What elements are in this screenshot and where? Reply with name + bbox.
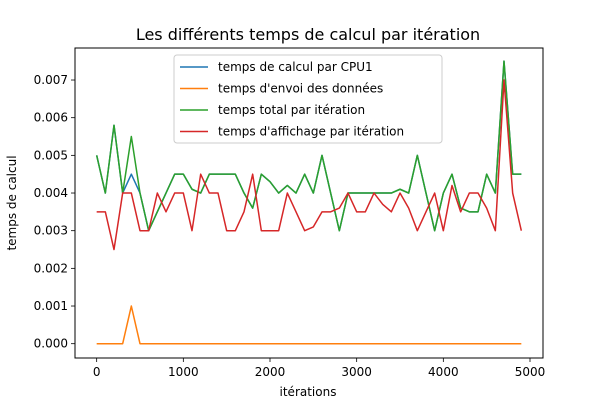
x-tick-label: 5000 [515, 365, 546, 379]
y-tick-label: 0.000 [34, 337, 68, 351]
x-axis: 0 1000 2000 3000 4000 5000 [93, 358, 545, 379]
series-line-3 [95, 60, 522, 232]
x-tick-label: 3000 [341, 365, 372, 379]
legend-label-2: temps d'envoi des données [218, 82, 383, 96]
plot-frame [74, 47, 544, 359]
y-axis: 0.000 0.001 0.002 0.003 0.004 0.005 0.006 0.007 [34, 73, 75, 351]
chart-title: Les différents temps de calcul par itéra… [136, 25, 480, 44]
y-tick-label: 0.006 [34, 111, 68, 125]
y-tick-label: 0.001 [34, 299, 68, 313]
y-tick-label: 0.002 [34, 261, 68, 275]
series-line-2 [96, 305, 522, 345]
legend-label-4: temps d'affichage par itération [218, 125, 404, 139]
y-tick-label: 0.004 [34, 186, 68, 200]
x-tick-label: 1000 [168, 365, 199, 379]
y-tick-label: 0.005 [34, 148, 68, 162]
x-axis-label: itérations [280, 385, 337, 399]
series-line-4 [96, 79, 523, 251]
x-tick-label: 4000 [428, 365, 459, 379]
x-tick-label: 0 [93, 365, 101, 379]
legend: temps de calcul par CPU1 temps d'envoi de… [173, 54, 443, 144]
y-tick-label: 0.003 [34, 224, 68, 238]
y-axis-label: temps de calcul [5, 155, 19, 250]
legend-label-3: temps total par itération [218, 103, 365, 117]
legend-box [173, 54, 443, 144]
y-tick-label: 0.007 [34, 73, 68, 87]
series-layer [95, 60, 523, 345]
legend-label-1: temps de calcul par CPU1 [218, 60, 373, 74]
x-tick-label: 2000 [255, 365, 286, 379]
